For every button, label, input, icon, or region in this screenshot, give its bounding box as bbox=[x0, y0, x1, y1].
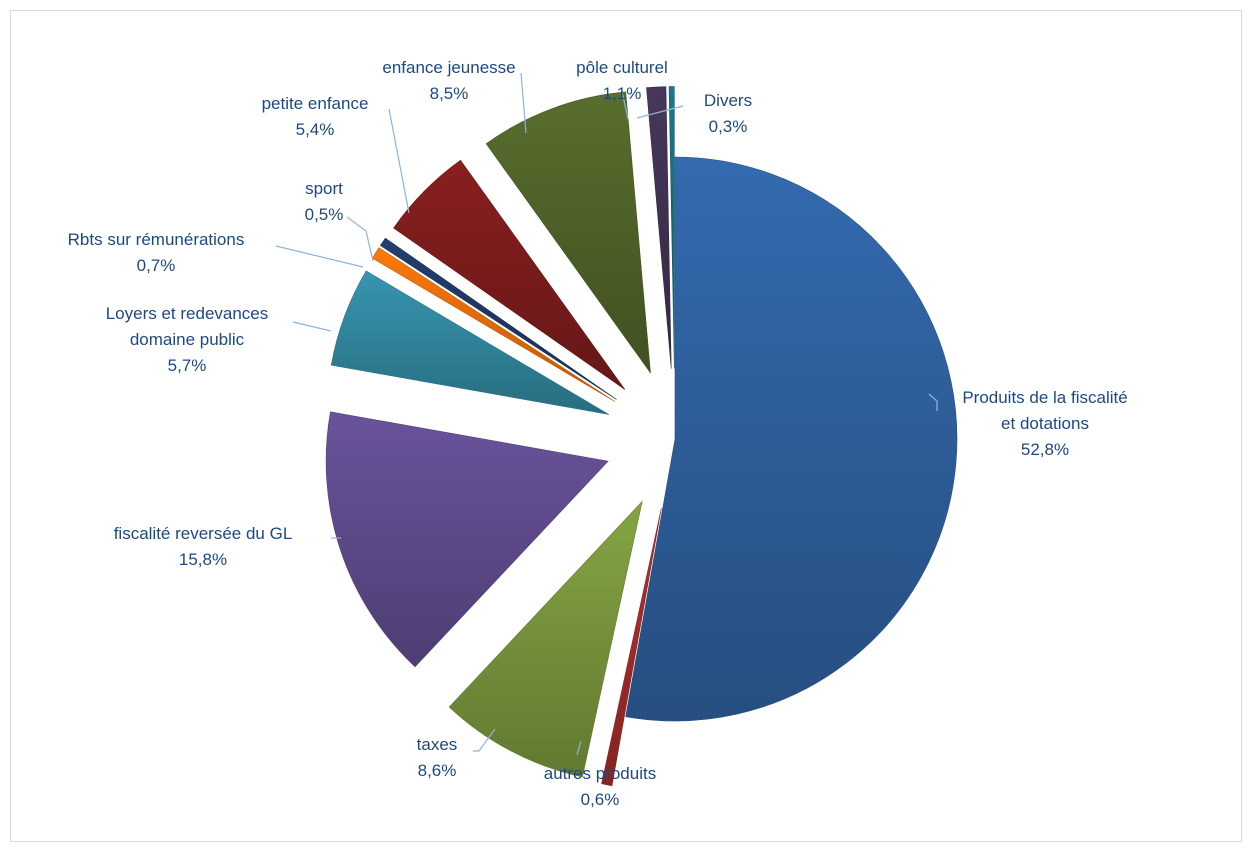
leader-line-10 bbox=[636, 105, 684, 119]
pie-slice-8 bbox=[485, 91, 651, 374]
pie-slice-6 bbox=[379, 237, 617, 400]
pie-slice-2 bbox=[448, 500, 643, 778]
pie-slice-7 bbox=[393, 159, 626, 390]
slice-value-label-8: 8,5% bbox=[430, 84, 469, 103]
slice-label-4: domaine public bbox=[130, 330, 245, 349]
slice-label-2: taxes bbox=[417, 735, 458, 754]
slice-value-label-2: 8,6% bbox=[418, 761, 457, 780]
leader-line-9 bbox=[621, 90, 629, 120]
chart-frame: Produits de la fiscalité et dotations 52,8… bbox=[10, 10, 1242, 842]
leader-line-8 bbox=[520, 72, 527, 134]
slice-labels: Produits de la fiscalité et dotations 52,8… bbox=[68, 58, 1128, 809]
leader-line-0 bbox=[928, 393, 938, 411]
leader-lines bbox=[275, 72, 938, 756]
slice-value-label-4: 5,7% bbox=[168, 356, 207, 375]
slice-label-9: pôle culturel bbox=[576, 58, 668, 77]
slice-value-label-9: 1,1% bbox=[603, 84, 642, 103]
slice-value-label-0: 52,8% bbox=[1021, 440, 1069, 459]
slice-label-10: Divers bbox=[704, 91, 752, 110]
slice-value-label-10: 0,3% bbox=[709, 117, 748, 136]
slice-label-0: Produits de la fiscalité bbox=[962, 388, 1127, 407]
pie-slice-4 bbox=[330, 270, 610, 415]
slice-label-0: et dotations bbox=[1001, 414, 1089, 433]
slice-label-3: fiscalité reversée du GL bbox=[114, 524, 293, 543]
slice-label-7: petite enfance bbox=[262, 94, 369, 113]
leader-line-6 bbox=[346, 216, 374, 262]
pie-slice-1 bbox=[601, 508, 662, 787]
pie-slice-0 bbox=[625, 156, 958, 722]
slice-value-label-7: 5,4% bbox=[296, 120, 335, 139]
slice-label-8: enfance jeunesse bbox=[382, 58, 515, 77]
pie-chart: Produits de la fiscalité et dotations 52,8… bbox=[68, 58, 1128, 809]
slice-label-6: sport bbox=[305, 179, 343, 198]
slice-value-label-5: 0,7% bbox=[137, 256, 176, 275]
slice-label-1: autres produits bbox=[544, 764, 656, 783]
pie-slice-3 bbox=[325, 411, 609, 668]
slice-value-label-3: 15,8% bbox=[179, 550, 227, 569]
pie-slices bbox=[325, 86, 958, 787]
leader-line-1 bbox=[576, 740, 582, 756]
leader-line-7 bbox=[388, 108, 410, 214]
pie-slice-9 bbox=[646, 86, 672, 369]
slice-value-label-1: 0,6% bbox=[581, 790, 620, 809]
leader-line-4 bbox=[292, 321, 332, 332]
slice-label-5: Rbts sur rémunérations bbox=[68, 230, 245, 249]
pie-slice-10 bbox=[668, 86, 675, 369]
slice-value-label-6: 0,5% bbox=[305, 205, 344, 224]
leader-line-5 bbox=[275, 245, 364, 268]
slice-label-4: Loyers et redevances bbox=[106, 304, 269, 323]
leader-line-2 bbox=[473, 728, 496, 752]
